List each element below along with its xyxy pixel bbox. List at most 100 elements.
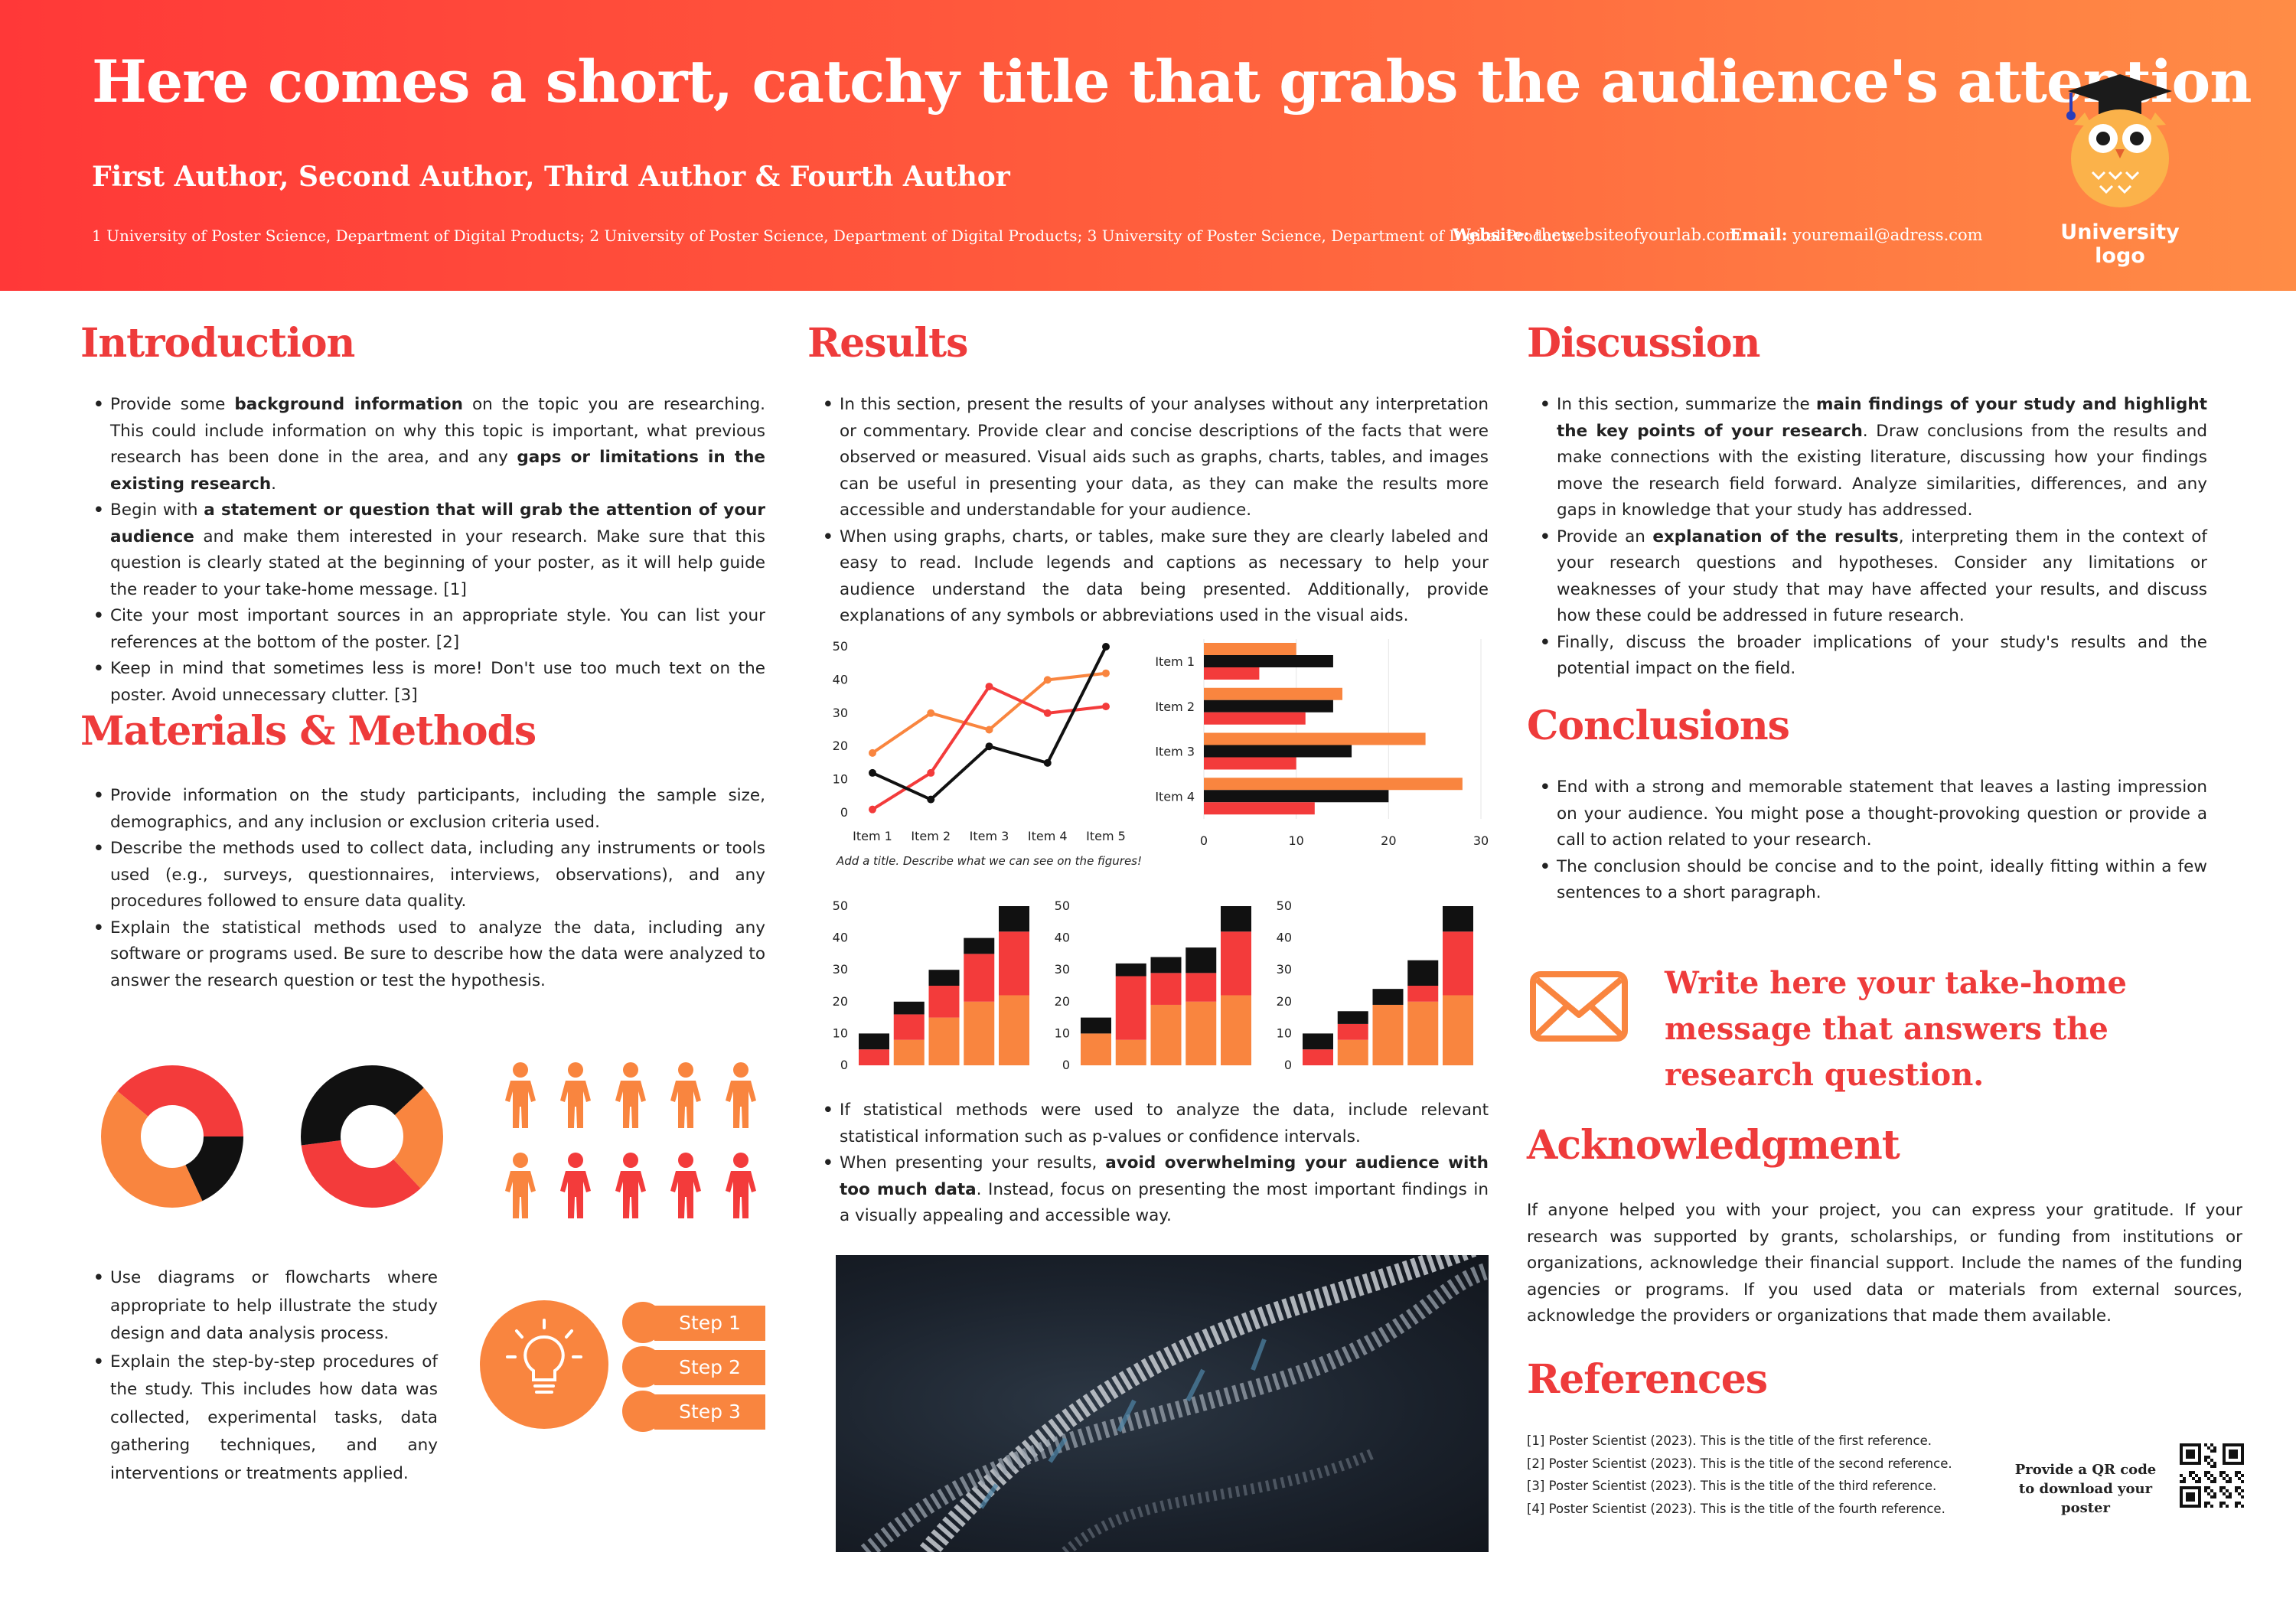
results-list: In this section, present the results of … <box>823 392 1489 630</box>
stacked-bar-segment <box>1150 1004 1182 1065</box>
text-run: If statistical methods were used to anal… <box>840 1101 1489 1146</box>
qr-module <box>2195 1480 2198 1483</box>
qr-module <box>2223 1502 2226 1505</box>
person-head <box>623 1153 638 1168</box>
text-run: on the topic you are researching. This c… <box>110 395 765 467</box>
qr-module <box>2207 1492 2210 1495</box>
bullet-item: Use diagrams or flowcharts where appropr… <box>93 1264 438 1348</box>
author-list: First Author, Second Author, Third Autho… <box>92 161 1010 193</box>
y-tick-label: 40 <box>1277 931 1292 945</box>
qr-module <box>2219 1474 2223 1477</box>
y-tick-label: 30 <box>1277 962 1292 977</box>
bullet-item: The conclusion should be concise and to … <box>1540 854 2207 907</box>
qr-module <box>2223 1486 2226 1489</box>
bar <box>1204 732 1426 745</box>
qr-module <box>2204 1474 2207 1477</box>
stacked-bar-segment <box>1407 1001 1439 1065</box>
email-value[interactable]: youremail@adress.com <box>1792 226 1983 244</box>
stacked-bar-segment <box>999 931 1029 996</box>
bullet-item: In this section, summarize the main find… <box>1540 392 2207 524</box>
stacked-bar-segment <box>893 1014 925 1040</box>
qr-module <box>2219 1502 2223 1505</box>
dna-helix-illustration <box>860 1255 1489 1552</box>
y-tick-label: 50 <box>1277 898 1292 913</box>
stacked-bar-segment <box>1081 1033 1111 1065</box>
university-logo-text: University logo <box>2060 220 2180 268</box>
x-tick-label: 10 <box>1288 833 1303 848</box>
y-tick-label: 30 <box>1055 962 1070 977</box>
stacked-bar-segment <box>928 986 960 1018</box>
stacked-bar-chart-1: 0 10 20 30 40 50 <box>833 898 1029 1072</box>
qr-module <box>2223 1492 2226 1495</box>
qr-module <box>2207 1477 2210 1480</box>
qr-finder <box>2229 1450 2238 1459</box>
donut-segment <box>301 1065 443 1208</box>
x-tick-label: Item 5 <box>1086 829 1126 843</box>
qr-code-icon[interactable] <box>2180 1443 2244 1508</box>
qr-module <box>2219 1471 2223 1474</box>
bold-text: explanation of the results <box>1652 527 1899 546</box>
qr-module <box>2180 1474 2183 1477</box>
step-connectors <box>622 1302 664 1432</box>
bullet-item: When using graphs, charts, or tables, ma… <box>823 524 1489 630</box>
x-tick-label: Item 2 <box>911 829 951 843</box>
qr-module <box>2204 1489 2207 1492</box>
reference-item: [2] Poster Scientist (2023). This is the… <box>1527 1456 1952 1471</box>
stacked-bar-segment <box>1115 963 1146 977</box>
stacked-bar-segment <box>928 1017 960 1065</box>
text-run: Provide information on the study partici… <box>110 786 765 832</box>
qr-module <box>2213 1492 2216 1495</box>
people-icon-grid <box>505 1062 756 1218</box>
horizontal-bar-chart: 0 10 20 30 Item 1 Item 2 Item 3 Item 4 <box>1155 639 1489 848</box>
stacked-bar-segment <box>1443 931 1473 996</box>
stacked-bar-segment <box>1221 931 1251 996</box>
owl-logo-icon <box>2066 74 2172 207</box>
qr-module <box>2210 1480 2213 1483</box>
stacked-bar-segment <box>859 1049 889 1065</box>
qr-module <box>2226 1505 2229 1508</box>
reference-item: [3] Poster Scientist (2023). This is the… <box>1527 1479 1937 1493</box>
stacked-bar-segment <box>1150 957 1182 973</box>
bullet-item: End with a strong and memorable statemen… <box>1540 774 2207 854</box>
bullet-item: Begin with a statement or question that … <box>93 497 765 603</box>
text-run: When using graphs, charts, or tables, ma… <box>840 527 1489 626</box>
stacked-bar-segment <box>1221 906 1251 932</box>
qr-module <box>2207 1456 2210 1459</box>
qr-module <box>2213 1465 2216 1468</box>
qr-module <box>2207 1462 2210 1465</box>
stacked-bar-segment <box>1337 1023 1368 1040</box>
email[interactable]: Email: youremail@adress.com <box>1730 225 1983 244</box>
bar <box>1204 790 1389 803</box>
results-heading: Results <box>807 320 968 367</box>
text-run: Begin with <box>110 501 204 520</box>
stacked-bar-segment <box>1115 976 1146 1040</box>
text-run: Provide some <box>110 395 235 414</box>
y-tick-label: 0 <box>1284 1058 1292 1072</box>
discussion-list: In this section, summarize the main find… <box>1540 392 2207 683</box>
y-tick-label: 40 <box>833 931 848 945</box>
introduction-heading: Introduction <box>80 320 355 367</box>
data-point <box>1043 758 1052 767</box>
person-head <box>678 1153 693 1168</box>
person-icon <box>615 1153 646 1218</box>
stacked-bar-segment <box>964 938 995 954</box>
person-head <box>568 1153 583 1168</box>
stacked-bar-segment <box>1186 1001 1217 1065</box>
person-head <box>568 1062 583 1078</box>
y-tick-label: Item 3 <box>1155 745 1195 759</box>
person-icon <box>505 1062 536 1128</box>
x-tick-label: Item 3 <box>970 829 1009 843</box>
bullet-item: Keep in mind that sometimes less is more… <box>93 656 765 709</box>
text-run: Provide an <box>1557 527 1653 546</box>
qr-module <box>2189 1471 2192 1474</box>
methods-heading: Materials & Methods <box>80 708 536 755</box>
data-point <box>985 683 993 691</box>
website[interactable]: Website: thewebsiteofyourlab.com <box>1453 225 1740 244</box>
website-value[interactable]: thewebsiteofyourlab.com <box>1534 226 1740 244</box>
y-tick-label: Item 1 <box>1155 654 1195 669</box>
qr-module <box>2213 1450 2216 1453</box>
qr-module <box>2219 1505 2223 1508</box>
y-tick-label: 50 <box>833 898 848 913</box>
stacked-bar-segment <box>1372 989 1404 1005</box>
qr-module <box>2226 1480 2229 1483</box>
